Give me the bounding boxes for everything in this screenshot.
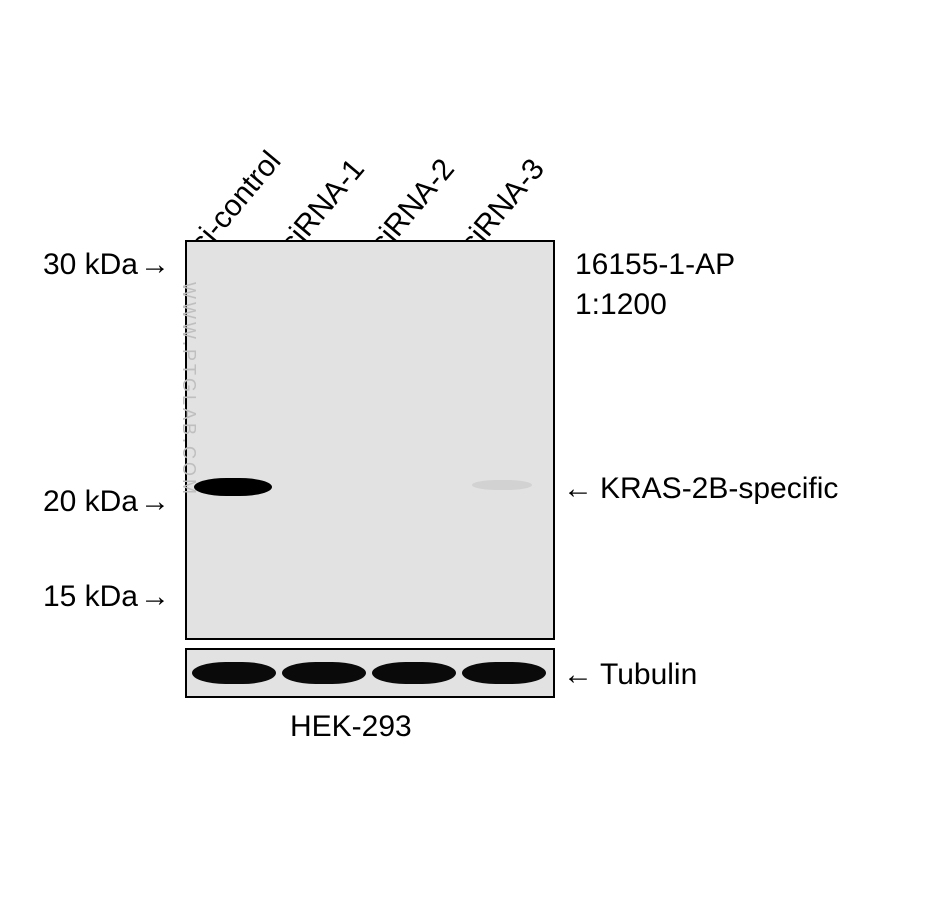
cell-line-label: HEK-293 bbox=[290, 710, 412, 744]
band-tubulin-4 bbox=[462, 662, 546, 684]
band-tubulin-1 bbox=[192, 662, 276, 684]
label-kras-2b: KRAS-2B-specific bbox=[600, 472, 838, 506]
marker-arrow-15: → bbox=[140, 580, 170, 614]
arrow-tubulin: ← bbox=[563, 658, 593, 692]
marker-30kda: 30 kDa bbox=[18, 248, 138, 282]
blot-main-panel: WWW.PTGLAB.COM bbox=[185, 240, 555, 640]
antibody-dilution: 1:1200 bbox=[575, 288, 667, 322]
watermark-text: WWW.PTGLAB.COM bbox=[178, 282, 199, 497]
band-tubulin-2 bbox=[282, 662, 366, 684]
label-tubulin: Tubulin bbox=[600, 658, 697, 692]
marker-arrow-30: → bbox=[140, 248, 170, 282]
marker-15kda: 15 kDa bbox=[18, 580, 138, 614]
band-tubulin-3 bbox=[372, 662, 456, 684]
marker-20kda: 20 kDa bbox=[18, 485, 138, 519]
antibody-catalog: 16155-1-AP bbox=[575, 248, 735, 282]
figure-container: si-control siRNA-1 siRNA-2 siRNA-3 30 kD… bbox=[0, 0, 934, 903]
arrow-kras: ← bbox=[563, 472, 593, 506]
band-kras-si-control bbox=[194, 478, 272, 496]
marker-arrow-20: → bbox=[140, 485, 170, 519]
band-kras-sirna3-faint bbox=[472, 480, 532, 490]
